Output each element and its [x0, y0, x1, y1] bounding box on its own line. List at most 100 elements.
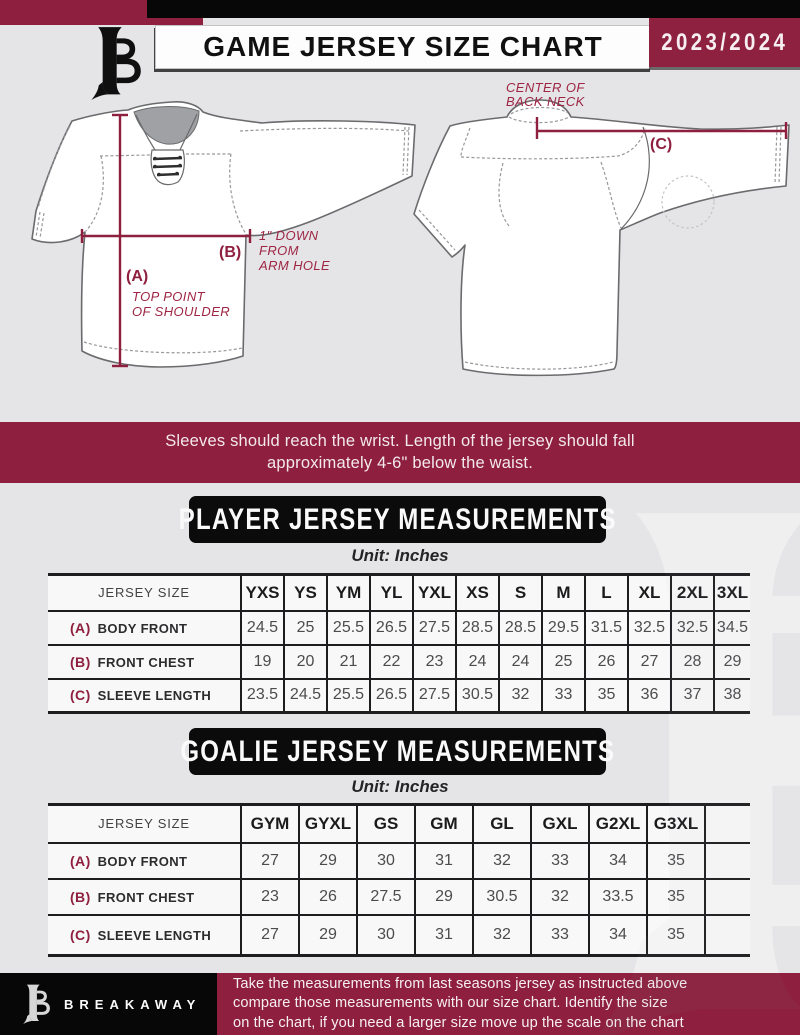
row-label: SLEEVE LENGTH [97, 927, 212, 943]
measurement-value-cell: 30.5 [455, 678, 499, 713]
measurement-value-cell: 25.5 [326, 610, 370, 645]
measurement-value-cell: 31.5 [584, 610, 628, 645]
row-label-cell: (C) SLEEVE LENGTH [48, 914, 241, 956]
footer-note-line-1: Take the measurements from last seasons … [233, 975, 688, 992]
row-label: SLEEVE LENGTH [97, 688, 212, 704]
title-banner: GAME JERSEY SIZE CHART [155, 25, 651, 69]
measurement-value-cell: 32 [530, 878, 589, 915]
measurement-value-cell: 21 [326, 644, 370, 679]
measurement-value-cell [704, 878, 750, 915]
row-label-cell: (A) BODY FRONT [48, 842, 241, 879]
measurement-value-cell: 25 [541, 644, 585, 679]
measurement-row: (B) FRONT CHEST 19 20 21 22 23 24 24 25 26 27 28 29 [48, 644, 750, 679]
measurement-value-cell: 35 [584, 678, 628, 713]
goalie-measurements-table: JERSEY SIZE GYM GYXL GS GM GL GXL G2XL G3XL (A) BO… [48, 803, 750, 957]
page-title: GAME JERSEY SIZE CHART [203, 31, 603, 62]
measurement-value-cell: 22 [369, 644, 413, 679]
measurement-value-cell: 24 [455, 644, 499, 679]
notice-line-2: approximately 4-6" below the waist. [267, 454, 533, 472]
size-header-cell: YS [283, 574, 327, 611]
measurement-value-cell: 38 [713, 678, 750, 713]
row-key: (B) [70, 888, 91, 905]
measurement-value-cell: 26.5 [369, 678, 413, 713]
measurement-value-cell: 27 [627, 644, 671, 679]
footer-note-line-2: compare those measurements with our size… [233, 995, 668, 1012]
measurement-c-caption: CENTER OF [506, 80, 585, 95]
row-key: (A) [70, 619, 91, 636]
jersey-size-header-cell: JERSEY SIZE [48, 804, 241, 843]
size-header-cell: XL [627, 574, 671, 611]
measurement-value-cell: 24.5 [240, 610, 284, 645]
measurement-value-cell: 31 [414, 842, 473, 879]
measurement-value-cell: 29 [298, 914, 357, 956]
measurement-value-cell: 33 [541, 678, 585, 713]
row-key: (C) [70, 926, 91, 943]
size-header-cell: YXS [240, 574, 284, 611]
size-header-cell: YL [369, 574, 413, 611]
measurement-value-cell: 24 [498, 644, 542, 679]
measurement-value-cell [704, 914, 750, 956]
measurement-value-cell: 23 [240, 878, 299, 915]
breakaway-footer-logo-icon [20, 984, 52, 1024]
measurement-row: (C) SLEEVE LENGTH 27 29 30 31 32 33 34 35 [48, 914, 750, 956]
measurement-row: (B) FRONT CHEST 23 26 27.5 29 30.5 32 33.5 35 [48, 878, 750, 915]
measurement-value-cell: 35 [646, 878, 705, 915]
row-label: FRONT CHEST [97, 654, 195, 670]
measurement-value-cell: 33 [530, 914, 589, 956]
svg-text:OF SHOULDER: OF SHOULDER [132, 304, 230, 319]
measurement-value-cell: 26 [298, 878, 357, 915]
measurement-value-cell: 30 [356, 914, 415, 956]
row-label-cell: (C) SLEEVE LENGTH [48, 678, 241, 713]
goalie-section-title: GOALIE JERSEY MEASUREMENTS [180, 734, 615, 768]
measurement-value-cell: 26 [584, 644, 628, 679]
fit-notice-banner: Sleeves should reach the wrist. Length o… [0, 422, 800, 483]
measurement-b-label: (B) [219, 244, 241, 261]
measurement-value-cell: 25.5 [326, 678, 370, 713]
measurement-a-label: (A) [126, 268, 148, 285]
row-key: (C) [70, 687, 91, 704]
measurement-value-cell: 35 [646, 842, 705, 879]
row-key: (B) [70, 653, 91, 670]
measurement-value-cell: 31 [414, 914, 473, 956]
size-header-cell: M [541, 574, 585, 611]
notice-line-1: Sleeves should reach the wrist. Length o… [165, 432, 635, 450]
measurement-value-cell: 28.5 [498, 610, 542, 645]
row-label-cell: (B) FRONT CHEST [48, 644, 241, 679]
measurement-value-cell: 24.5 [283, 678, 327, 713]
measurement-a-caption: TOP POINT [132, 289, 206, 304]
player-section-header: PLAYER JERSEY MEASUREMENTS [179, 496, 615, 543]
measurement-value-cell: 32.5 [670, 610, 714, 645]
size-header-cell: G3XL [646, 804, 705, 843]
measurement-value-cell: 29 [414, 878, 473, 915]
size-header-cell: GM [414, 804, 473, 843]
measurement-value-cell: 29 [713, 644, 750, 679]
measurement-value-cell: 37 [670, 678, 714, 713]
row-label-cell: (A) BODY FRONT [48, 610, 241, 645]
footer-instructions: Take the measurements from last seasons … [217, 973, 800, 1035]
measurement-value-cell: 28.5 [455, 610, 499, 645]
jersey-size-header-cell: JERSEY SIZE [48, 574, 241, 611]
footer-note-line-3: on the chart, if you need a larger size … [233, 1014, 684, 1031]
size-header-cell: XS [455, 574, 499, 611]
player-measurements-table: JERSEY SIZE YXS YS YM YL YXL XS S M L XL 2XL 3XL (A) B… [48, 573, 750, 714]
row-label: BODY FRONT [97, 620, 188, 636]
measurement-value-cell: 20 [283, 644, 327, 679]
size-header-cell: G2XL [588, 804, 647, 843]
size-header-cell: GYXL [298, 804, 357, 843]
row-label-cell: (B) FRONT CHEST [48, 878, 241, 915]
goalie-section-header: GOALIE JERSEY MEASUREMENTS [180, 728, 614, 775]
measurement-value-cell: 32 [498, 678, 542, 713]
player-section-title: PLAYER JERSEY MEASUREMENTS [178, 502, 617, 536]
measurement-value-cell: 27 [240, 842, 299, 879]
measurement-c-label: (C) [650, 136, 672, 153]
size-header-cell: GL [472, 804, 531, 843]
svg-text:FROM: FROM [259, 243, 299, 258]
svg-text:ARM HOLE: ARM HOLE [258, 258, 330, 273]
measurement-value-cell: 30.5 [472, 878, 531, 915]
player-unit-label: Unit: Inches [351, 546, 449, 565]
svg-text:BACK NECK: BACK NECK [506, 94, 586, 109]
front-jersey-drawing [31, 101, 416, 368]
measurement-value-cell: 26.5 [369, 610, 413, 645]
size-header-cell: GYM [240, 804, 299, 843]
measurement-value-cell: 19 [240, 644, 284, 679]
